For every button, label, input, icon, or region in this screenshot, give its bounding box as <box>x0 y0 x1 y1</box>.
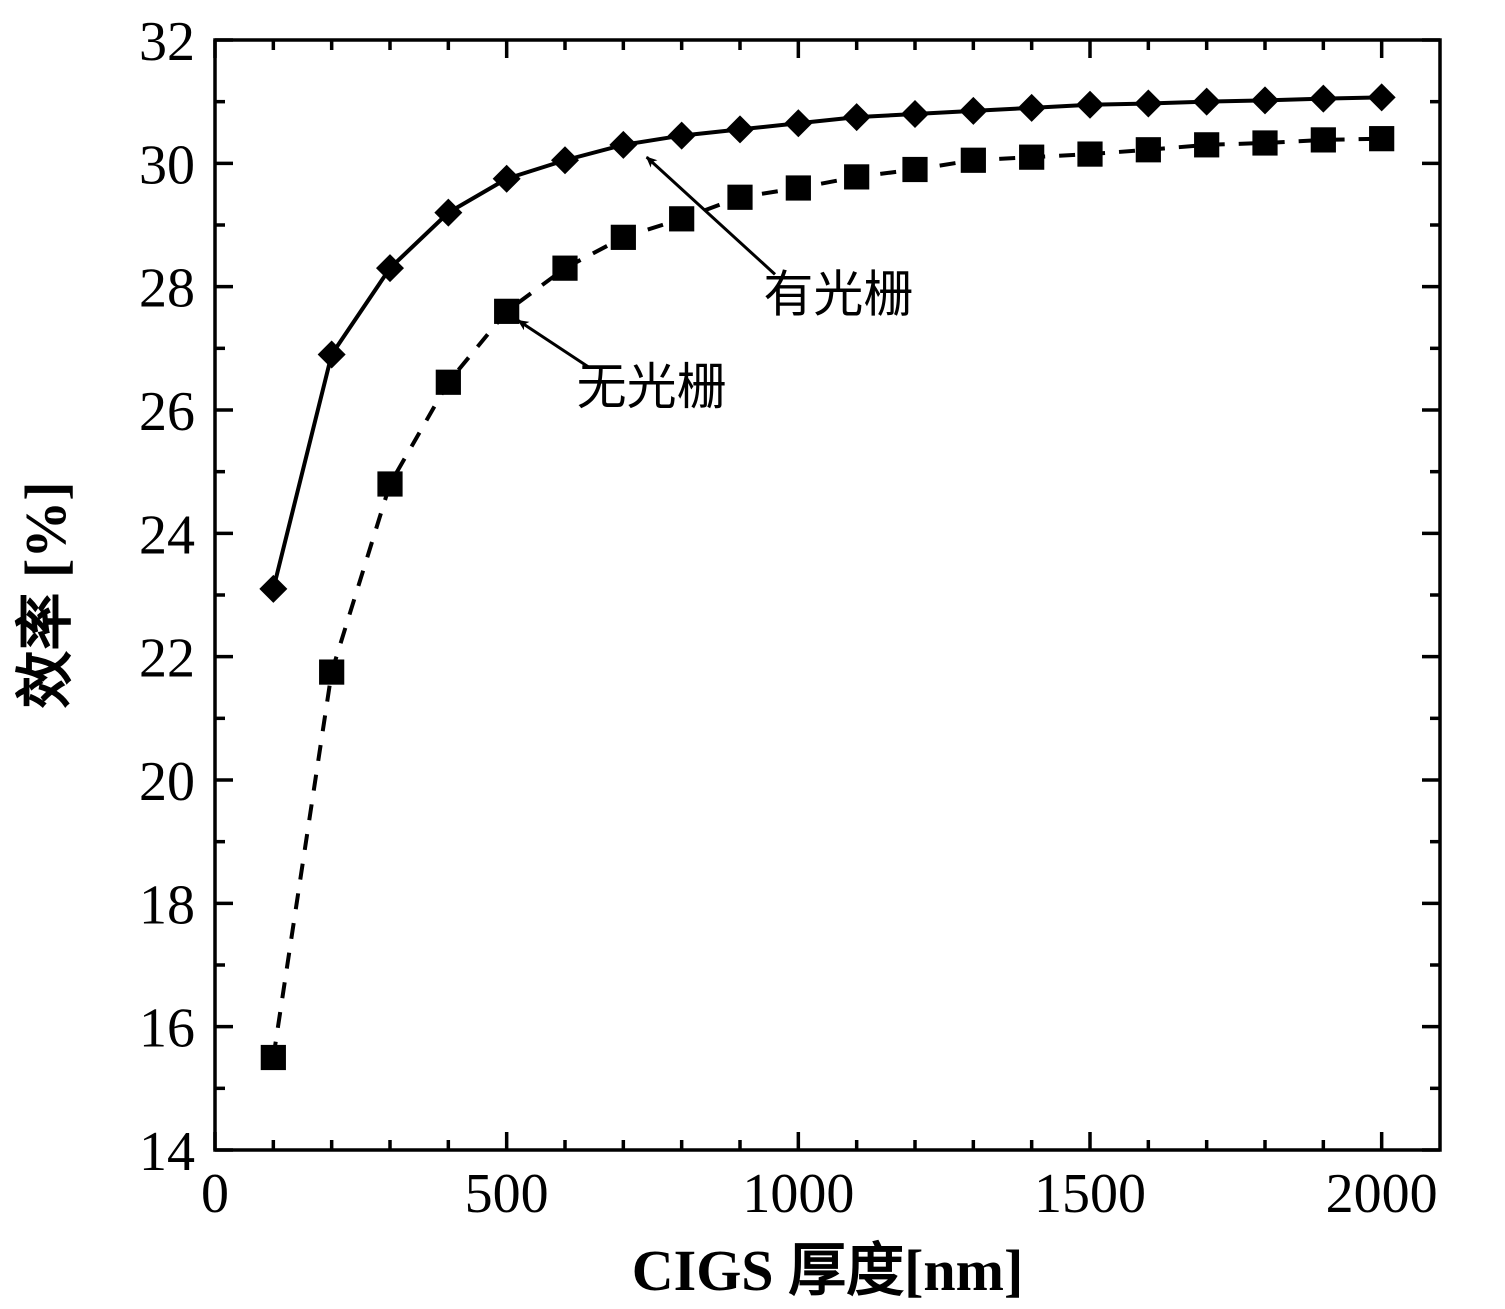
x-tick-label: 2000 <box>1326 1163 1438 1225</box>
x-tick-label: 0 <box>201 1163 229 1225</box>
square-marker <box>261 1045 286 1070</box>
square-marker <box>494 299 519 324</box>
y-tick-label: 14 <box>139 1121 195 1183</box>
square-marker <box>844 164 869 189</box>
annotation-text: 无光栅 <box>577 359 727 415</box>
square-marker <box>1136 137 1161 162</box>
chart-svg: 0 500 1000 1500 2000 14 16 18 20 22 24 26 28 30 32 CIGS… <box>0 0 1505 1309</box>
y-tick-label: 16 <box>139 998 195 1060</box>
square-marker <box>1194 132 1219 157</box>
y-tick-label: 28 <box>139 258 195 320</box>
square-marker <box>1252 130 1277 155</box>
square-marker <box>727 185 752 210</box>
square-marker <box>961 148 986 173</box>
y-tick-label: 18 <box>139 874 195 936</box>
y-tick-label: 30 <box>139 134 195 196</box>
y-tick-label: 20 <box>139 751 195 813</box>
square-marker <box>669 206 694 231</box>
chart-container: 0 500 1000 1500 2000 14 16 18 20 22 24 26 28 30 32 CIGS… <box>0 0 1505 1309</box>
y-tick-label: 24 <box>139 504 195 566</box>
y-tick-label: 32 <box>139 11 195 73</box>
square-marker <box>319 659 344 684</box>
square-marker <box>1077 141 1102 166</box>
square-marker <box>902 157 927 182</box>
square-marker <box>786 175 811 200</box>
y-tick-label: 26 <box>139 381 195 443</box>
x-tick-label: 1500 <box>1034 1163 1146 1225</box>
square-marker <box>611 225 636 250</box>
x-tick-label: 500 <box>465 1163 549 1225</box>
annotation-text: 有光栅 <box>763 266 913 322</box>
y-tick-label: 22 <box>139 628 195 690</box>
x-tick-label: 1000 <box>742 1163 854 1225</box>
square-marker <box>1311 127 1336 152</box>
square-marker <box>552 256 577 281</box>
y-axis-label: 效率 [%] <box>13 481 78 708</box>
square-marker <box>377 471 402 496</box>
square-marker <box>1019 145 1044 170</box>
x-axis-label: CIGS 厚度[nm] <box>632 1238 1024 1303</box>
square-marker <box>436 370 461 395</box>
square-marker <box>1369 126 1394 151</box>
